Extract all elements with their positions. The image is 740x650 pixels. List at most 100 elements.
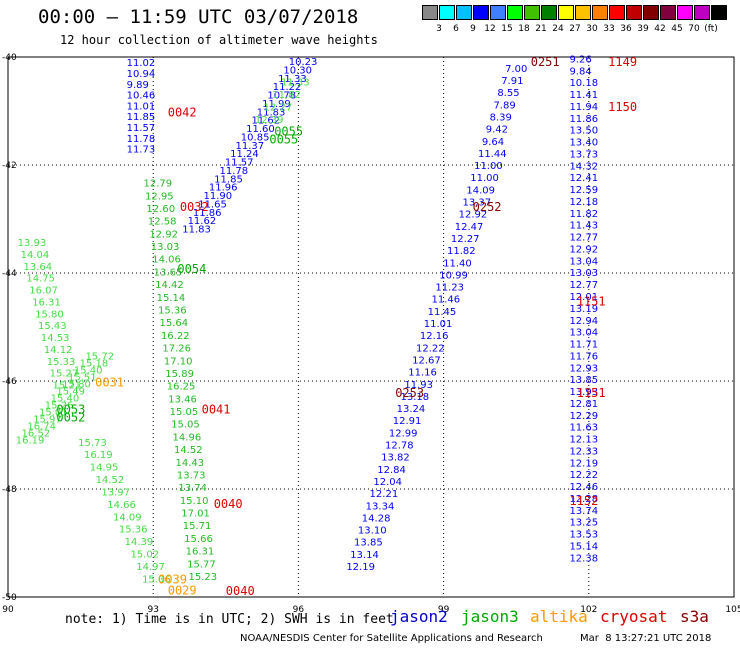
wave-height-label: 14.09 bbox=[113, 512, 142, 523]
legend-tick-label: 30 bbox=[586, 24, 598, 34]
wave-height-label: 9.84 bbox=[569, 66, 591, 77]
pass-time-label: 0055 bbox=[274, 124, 303, 138]
wave-height-label: 13.53 bbox=[569, 530, 598, 541]
wave-height-label: 15.05 bbox=[170, 407, 199, 418]
wave-height-label: 12.92 bbox=[459, 210, 488, 221]
wave-height-label: 11.43 bbox=[569, 221, 598, 232]
wave-height-label: 15.36 bbox=[119, 525, 148, 536]
wave-height-label: 15.80 bbox=[35, 309, 64, 320]
wave-height-label: 15.40 bbox=[74, 365, 103, 376]
wave-height-label: 12.93 bbox=[569, 363, 598, 374]
wave-height-label: 13.10 bbox=[358, 526, 387, 537]
wave-height-label: 16.52 bbox=[22, 429, 51, 440]
legend-tick-label: 45 bbox=[671, 24, 683, 34]
wave-height-label: 13.85 bbox=[569, 375, 598, 386]
legend-swatch bbox=[575, 5, 591, 20]
legend-tick-label: 70 bbox=[688, 24, 700, 34]
legend-cryosat: cryosat bbox=[600, 607, 668, 626]
wave-height-label: 11.40 bbox=[443, 258, 472, 269]
wave-height-label: 15.05 bbox=[171, 420, 200, 431]
wave-height-label: 11.02 bbox=[127, 58, 156, 69]
wave-height-label: 10.30 bbox=[283, 65, 312, 76]
wave-height-label: 12.22 bbox=[569, 470, 598, 481]
wave-height-label: 11.16 bbox=[408, 368, 437, 379]
wave-height-label: 9.89 bbox=[127, 80, 149, 91]
pass-time-label: 0040 bbox=[214, 497, 243, 511]
legend-swatch bbox=[422, 5, 438, 20]
pass-time-label: 0029 bbox=[168, 583, 197, 597]
timestamp: Mar 8 13:27:21 UTC 2018 bbox=[580, 633, 712, 644]
legend-jason3: jason3 bbox=[461, 607, 519, 626]
wave-height-label: 17.01 bbox=[181, 509, 210, 520]
wave-height-label: 11.01 bbox=[424, 319, 453, 330]
wave-height-label: 16.07 bbox=[29, 286, 58, 297]
wave-height-label: 13.50 bbox=[569, 126, 598, 137]
wave-height-label: 15.26 bbox=[45, 401, 74, 412]
wave-height-label: 13.40 bbox=[569, 138, 598, 149]
wave-height-label: 13.03 bbox=[151, 242, 180, 253]
wave-height-label: 13.14 bbox=[350, 550, 379, 561]
wave-height-label: 11.33 bbox=[278, 74, 307, 85]
y-tick-label: -50 bbox=[2, 593, 17, 603]
wave-height-label: 14.96 bbox=[173, 432, 202, 443]
footer-note: note: 1) Time is in UTC; 2) SWH is in fe… bbox=[65, 612, 394, 627]
wave-height-label: 17.26 bbox=[162, 344, 191, 355]
pass-time-label: 0055 bbox=[269, 132, 298, 146]
legend-swatch bbox=[456, 5, 472, 20]
wave-height-label: 12.46 bbox=[569, 482, 598, 493]
wave-height-label: 14.97 bbox=[136, 562, 165, 573]
wave-height-label: 12.22 bbox=[416, 343, 445, 354]
pass-time-label: 1151 bbox=[577, 294, 606, 308]
wave-height-label: 12.19 bbox=[569, 458, 598, 469]
legend-tick-label: 24 bbox=[552, 24, 564, 34]
wave-height-label: 16.22 bbox=[161, 331, 190, 342]
wave-height-label: 12.92 bbox=[569, 244, 598, 255]
wave-height-label: 11.62 bbox=[188, 216, 217, 227]
wave-height-label: 14.42 bbox=[155, 280, 184, 291]
wave-height-label: 13.73 bbox=[569, 149, 598, 160]
pass-time-label: 0053 bbox=[56, 402, 85, 416]
wave-height-label: 14.43 bbox=[175, 458, 204, 469]
wave-height-label: 11.60 bbox=[246, 124, 275, 135]
pass-time-label: 0251 bbox=[531, 55, 560, 69]
legend-tick-label: 3 bbox=[436, 24, 442, 34]
wave-height-label: 11.78 bbox=[220, 166, 249, 177]
wave-height-label: 12.59 bbox=[569, 185, 598, 196]
wave-height-label: 11.46 bbox=[432, 295, 461, 306]
wave-height-label: 13.64 bbox=[23, 262, 52, 273]
wave-height-label: 10.18 bbox=[569, 78, 598, 89]
wave-height-label: 11.00 bbox=[474, 161, 503, 172]
wave-height-label: 15.51 bbox=[68, 372, 97, 383]
wave-height-label: 14.52 bbox=[96, 475, 125, 486]
chart-title: 00:00 – 11:59 UTC 03/07/2018 bbox=[38, 6, 359, 28]
wave-height-label: 12.41 bbox=[569, 173, 598, 184]
wave-height-label: 11.82 bbox=[569, 209, 598, 220]
wave-height-label: 11.78 bbox=[127, 134, 156, 145]
wave-height-label: 10.85 bbox=[241, 132, 270, 143]
wave-height-label: 12.77 bbox=[569, 280, 598, 291]
wave-height-label: 13.73 bbox=[177, 470, 206, 481]
wave-height-label: 15.66 bbox=[184, 534, 213, 545]
legend-swatch bbox=[490, 5, 506, 20]
wave-height-label: 12.84 bbox=[377, 465, 406, 476]
wave-height-label: 13.97 bbox=[101, 487, 130, 498]
wave-height-label: 12.94 bbox=[569, 316, 598, 327]
wave-height-label: 10.78 bbox=[267, 91, 296, 102]
wave-height-label: 14.66 bbox=[107, 500, 136, 511]
wave-height-label: 14.06 bbox=[152, 255, 181, 266]
wave-height-label: 11.45 bbox=[428, 307, 457, 318]
pass-time-label: 1152 bbox=[569, 494, 598, 508]
wave-height-label: 13.03 bbox=[569, 268, 598, 279]
wave-height-label: 13.24 bbox=[397, 404, 426, 415]
wave-height-label: 14.32 bbox=[569, 161, 598, 172]
wave-height-label: 11.96 bbox=[209, 183, 238, 194]
legend-swatch bbox=[558, 5, 574, 20]
wave-height-label: 12.29 bbox=[569, 411, 598, 422]
pass-time-label: 0032 bbox=[180, 200, 209, 214]
wave-height-label: 12.58 bbox=[148, 217, 177, 228]
pass-time-label: 1150 bbox=[608, 100, 637, 114]
wave-height-label: 15.14 bbox=[157, 293, 186, 304]
wave-height-label: 15.71 bbox=[183, 521, 212, 532]
wave-height-label: 14.39 bbox=[125, 537, 154, 548]
wave-height-label: 13.74 bbox=[178, 483, 207, 494]
